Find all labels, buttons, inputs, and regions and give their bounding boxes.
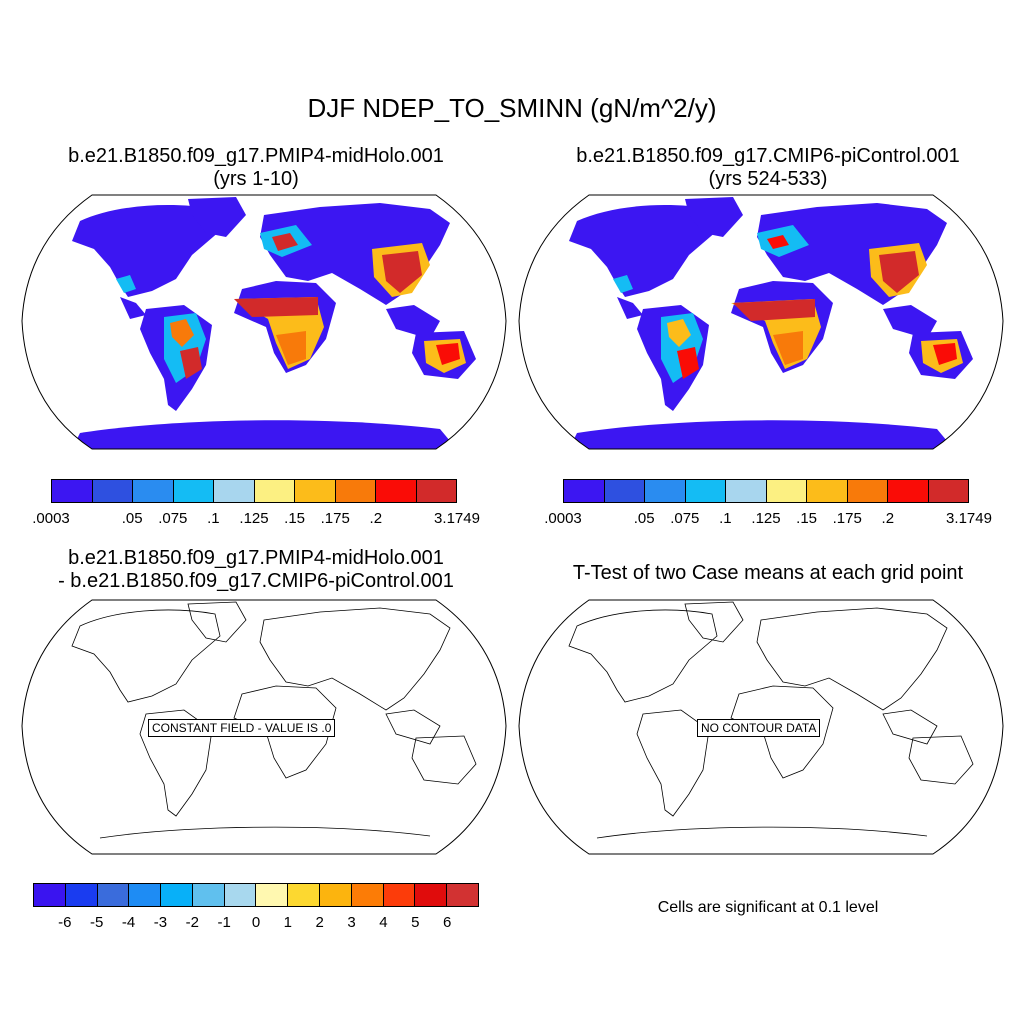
colorbar-swatch <box>564 480 605 502</box>
colorbar-tick-label: -2 <box>185 914 199 931</box>
high-deposition-zones <box>116 225 466 383</box>
colorbar-tick-label: .125 <box>239 510 269 527</box>
colorbar-swatch <box>928 480 968 502</box>
map-boundary <box>21 599 507 855</box>
colorbar-swatch <box>604 480 645 502</box>
colorbar-swatch <box>888 480 929 502</box>
colorbar-swatch <box>254 480 295 502</box>
figure-title: DJF NDEP_TO_SMINN (gN/m^2/y) <box>307 93 717 123</box>
colorbar-difference <box>33 883 479 907</box>
colorbar-tick-label: 3.1749 <box>946 510 992 527</box>
map-panel-midholo <box>21 194 507 450</box>
colorbar-tick-label: .15 <box>284 510 306 527</box>
significance-note: Cells are significant at 0.1 level <box>657 899 879 916</box>
colorbar-swatch <box>416 480 456 502</box>
panel2-title-line1: b.e21.B1850.f09_g17.CMIP6-piControl.001 <box>576 145 960 167</box>
colorbar-tick-label: 0 <box>251 914 261 931</box>
colorbar-tick-label: 3 <box>347 914 356 931</box>
colorbar-swatch <box>288 884 321 906</box>
colorbar-tick-label: .075 <box>670 510 700 527</box>
colorbar-tick-label: .0003 <box>544 510 582 527</box>
panel4-title: T-Test of two Case means at each grid po… <box>512 562 1024 585</box>
colorbar-panel2 <box>563 479 969 503</box>
panel2-title: b.e21.B1850.f09_g17.CMIP6-piControl.001 … <box>512 145 1024 191</box>
high-deposition-zones <box>613 225 963 383</box>
colorbar-tick-label: -3 <box>153 914 168 931</box>
colorbar-swatch <box>92 480 133 502</box>
colorbar-tick-label: .175 <box>832 510 862 527</box>
constant-field-notice: CONSTANT FIELD - VALUE IS .0 <box>148 719 336 737</box>
map-boundary <box>518 599 1004 855</box>
colorbar-tick-label: .1 <box>207 510 220 527</box>
colorbar-tick-label: 3.1749 <box>434 510 480 527</box>
colorbar-swatch <box>807 480 848 502</box>
colorbar-swatch <box>256 884 289 906</box>
colorbar-tick-label: .2 <box>881 510 895 527</box>
colorbar-tick-label: .05 <box>633 510 655 527</box>
colorbar-tick-label: 4 <box>379 914 388 931</box>
colorbar-swatch <box>320 884 352 906</box>
colorbar-swatch <box>726 480 767 502</box>
colorbar-swatch <box>335 480 376 502</box>
colorbar-swatch <box>133 480 174 502</box>
colorbar-swatch <box>351 884 384 906</box>
colorbar-tick-label: -6 <box>58 914 72 931</box>
panel2-title-line2: (yrs 524-533) <box>708 168 828 190</box>
colorbar-swatch <box>52 480 93 502</box>
colorbar-swatch <box>766 480 807 502</box>
panel3-title-line2: - b.e21.B1850.f09_g17.CMIP6-piControl.00… <box>58 570 454 592</box>
colorbar-tick-label: 6 <box>442 914 452 931</box>
colorbar-swatch <box>192 884 225 906</box>
colorbar-swatch <box>161 884 193 906</box>
colorbar-swatch <box>173 480 214 502</box>
panel3-title: b.e21.B1850.f09_g17.PMIP4-midHolo.001 - … <box>0 547 512 593</box>
colorbar-swatch <box>129 884 162 906</box>
map-boundary <box>518 194 1004 450</box>
colorbar-tick-label: .2 <box>369 510 383 527</box>
panel1-title: b.e21.B1850.f09_g17.PMIP4-midHolo.001 (y… <box>0 145 512 191</box>
colorbar-swatch <box>415 884 448 906</box>
panel1-title-line2: (yrs 1-10) <box>213 168 299 190</box>
colorbar-swatch <box>376 480 417 502</box>
colorbar-swatch <box>65 884 98 906</box>
colorbar-tick-label: .175 <box>320 510 350 527</box>
colorbar-swatch <box>847 480 888 502</box>
colorbar-tick-label: -1 <box>217 914 231 931</box>
colorbar-swatch <box>295 480 336 502</box>
colorbar-panel1 <box>51 479 457 503</box>
colorbar-swatch <box>97 884 130 906</box>
colorbar-swatch <box>383 884 416 906</box>
colorbar-swatch <box>214 480 255 502</box>
colorbar-tick-label: -4 <box>121 914 136 931</box>
colorbar-tick-label: .1 <box>719 510 732 527</box>
colorbar-tick-label: -5 <box>90 914 104 931</box>
colorbar-tick-label: .15 <box>796 510 818 527</box>
colorbar-tick-label: .0003 <box>32 510 70 527</box>
panel4-title-line1: T-Test of two Case means at each grid po… <box>572 562 964 584</box>
colorbar-tick-label: 2 <box>315 914 324 931</box>
colorbar-swatch <box>645 480 686 502</box>
colorbar-tick-label: .125 <box>751 510 781 527</box>
colorbar-swatch <box>447 884 478 906</box>
colorbar-swatch <box>34 884 66 906</box>
colorbar-tick-label: 1 <box>283 914 293 931</box>
colorbar-tick-label: .05 <box>121 510 143 527</box>
map-boundary <box>21 194 507 450</box>
no-contour-notice: NO CONTOUR DATA <box>697 719 821 737</box>
panel1-title-line1: b.e21.B1850.f09_g17.PMIP4-midHolo.001 <box>68 145 444 167</box>
map-panel-picontrol <box>518 194 1004 450</box>
colorbar-swatch <box>685 480 726 502</box>
colorbar-tick-label: 5 <box>411 914 420 931</box>
colorbar-swatch <box>224 884 257 906</box>
colorbar-tick-label: .075 <box>158 510 188 527</box>
panel3-title-line1: b.e21.B1850.f09_g17.PMIP4-midHolo.001 <box>68 547 444 569</box>
